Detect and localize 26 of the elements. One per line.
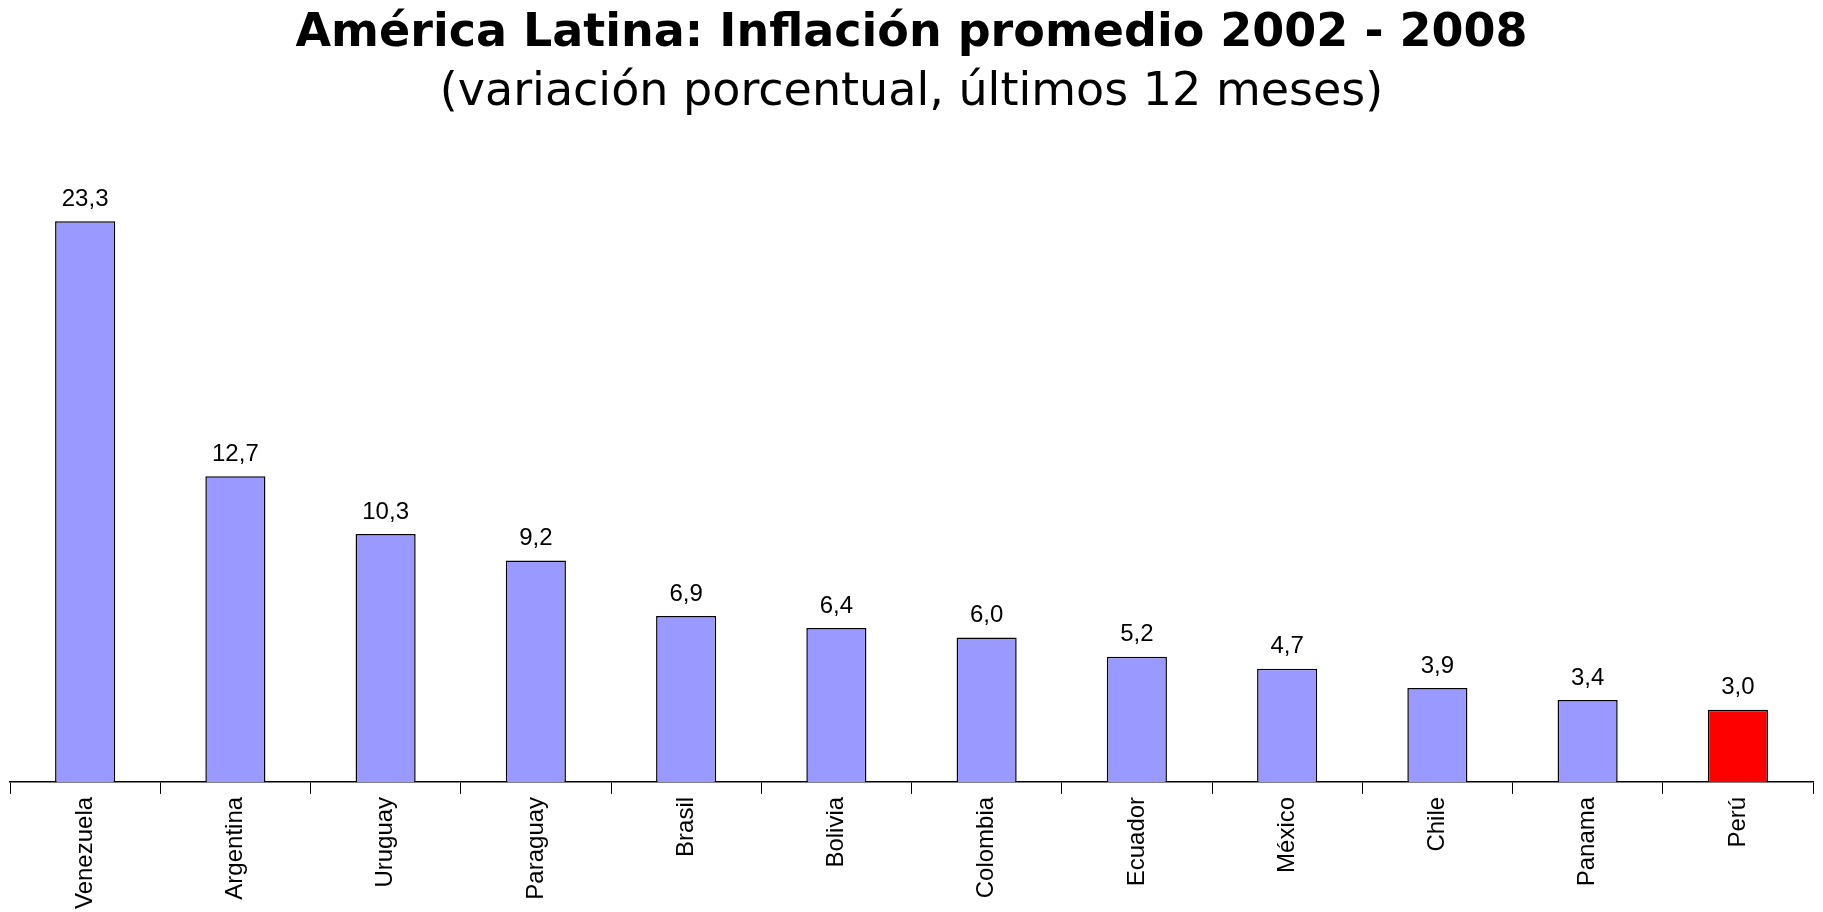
x-tick-label: Perú	[1722, 796, 1750, 848]
x-tick-label: Argentina	[220, 796, 247, 900]
data-label: 6,4	[819, 590, 854, 618]
data-label: 12,7	[212, 438, 259, 466]
x-tick-label: Paraguay	[520, 796, 548, 900]
x-tick-label: Bolivia	[821, 796, 848, 868]
x-tick-label: Chile	[1422, 796, 1449, 852]
data-label: 6,9	[669, 578, 703, 606]
x-tick-label: Venezuela	[69, 796, 97, 910]
data-label: 10,3	[362, 496, 409, 524]
chart-subtitle: (variación porcentual, últimos 12 meses)	[439, 61, 1384, 116]
data-label: 23,3	[61, 183, 109, 211]
data-label: 3,9	[1420, 650, 1455, 678]
data-label: 5,2	[1120, 619, 1154, 647]
x-tick-label: Panama	[1572, 796, 1600, 887]
data-label: 6,0	[969, 600, 1004, 628]
x-tick-label: Ecuador	[1121, 796, 1149, 887]
data-label: 9,2	[519, 523, 553, 551]
x-tick-label: Uruguay	[370, 796, 398, 888]
data-label: 3,4	[1570, 662, 1605, 690]
data-label: 4,7	[1270, 631, 1304, 659]
x-tick-label: México	[1271, 796, 1299, 873]
data-label: 3,0	[1721, 672, 1755, 700]
x-tick-label: Brasil	[670, 796, 698, 857]
x-tick-label: Colombia	[971, 796, 999, 899]
chart-title: América Latina: Inflación promedio 2002 - 2008	[295, 2, 1528, 57]
